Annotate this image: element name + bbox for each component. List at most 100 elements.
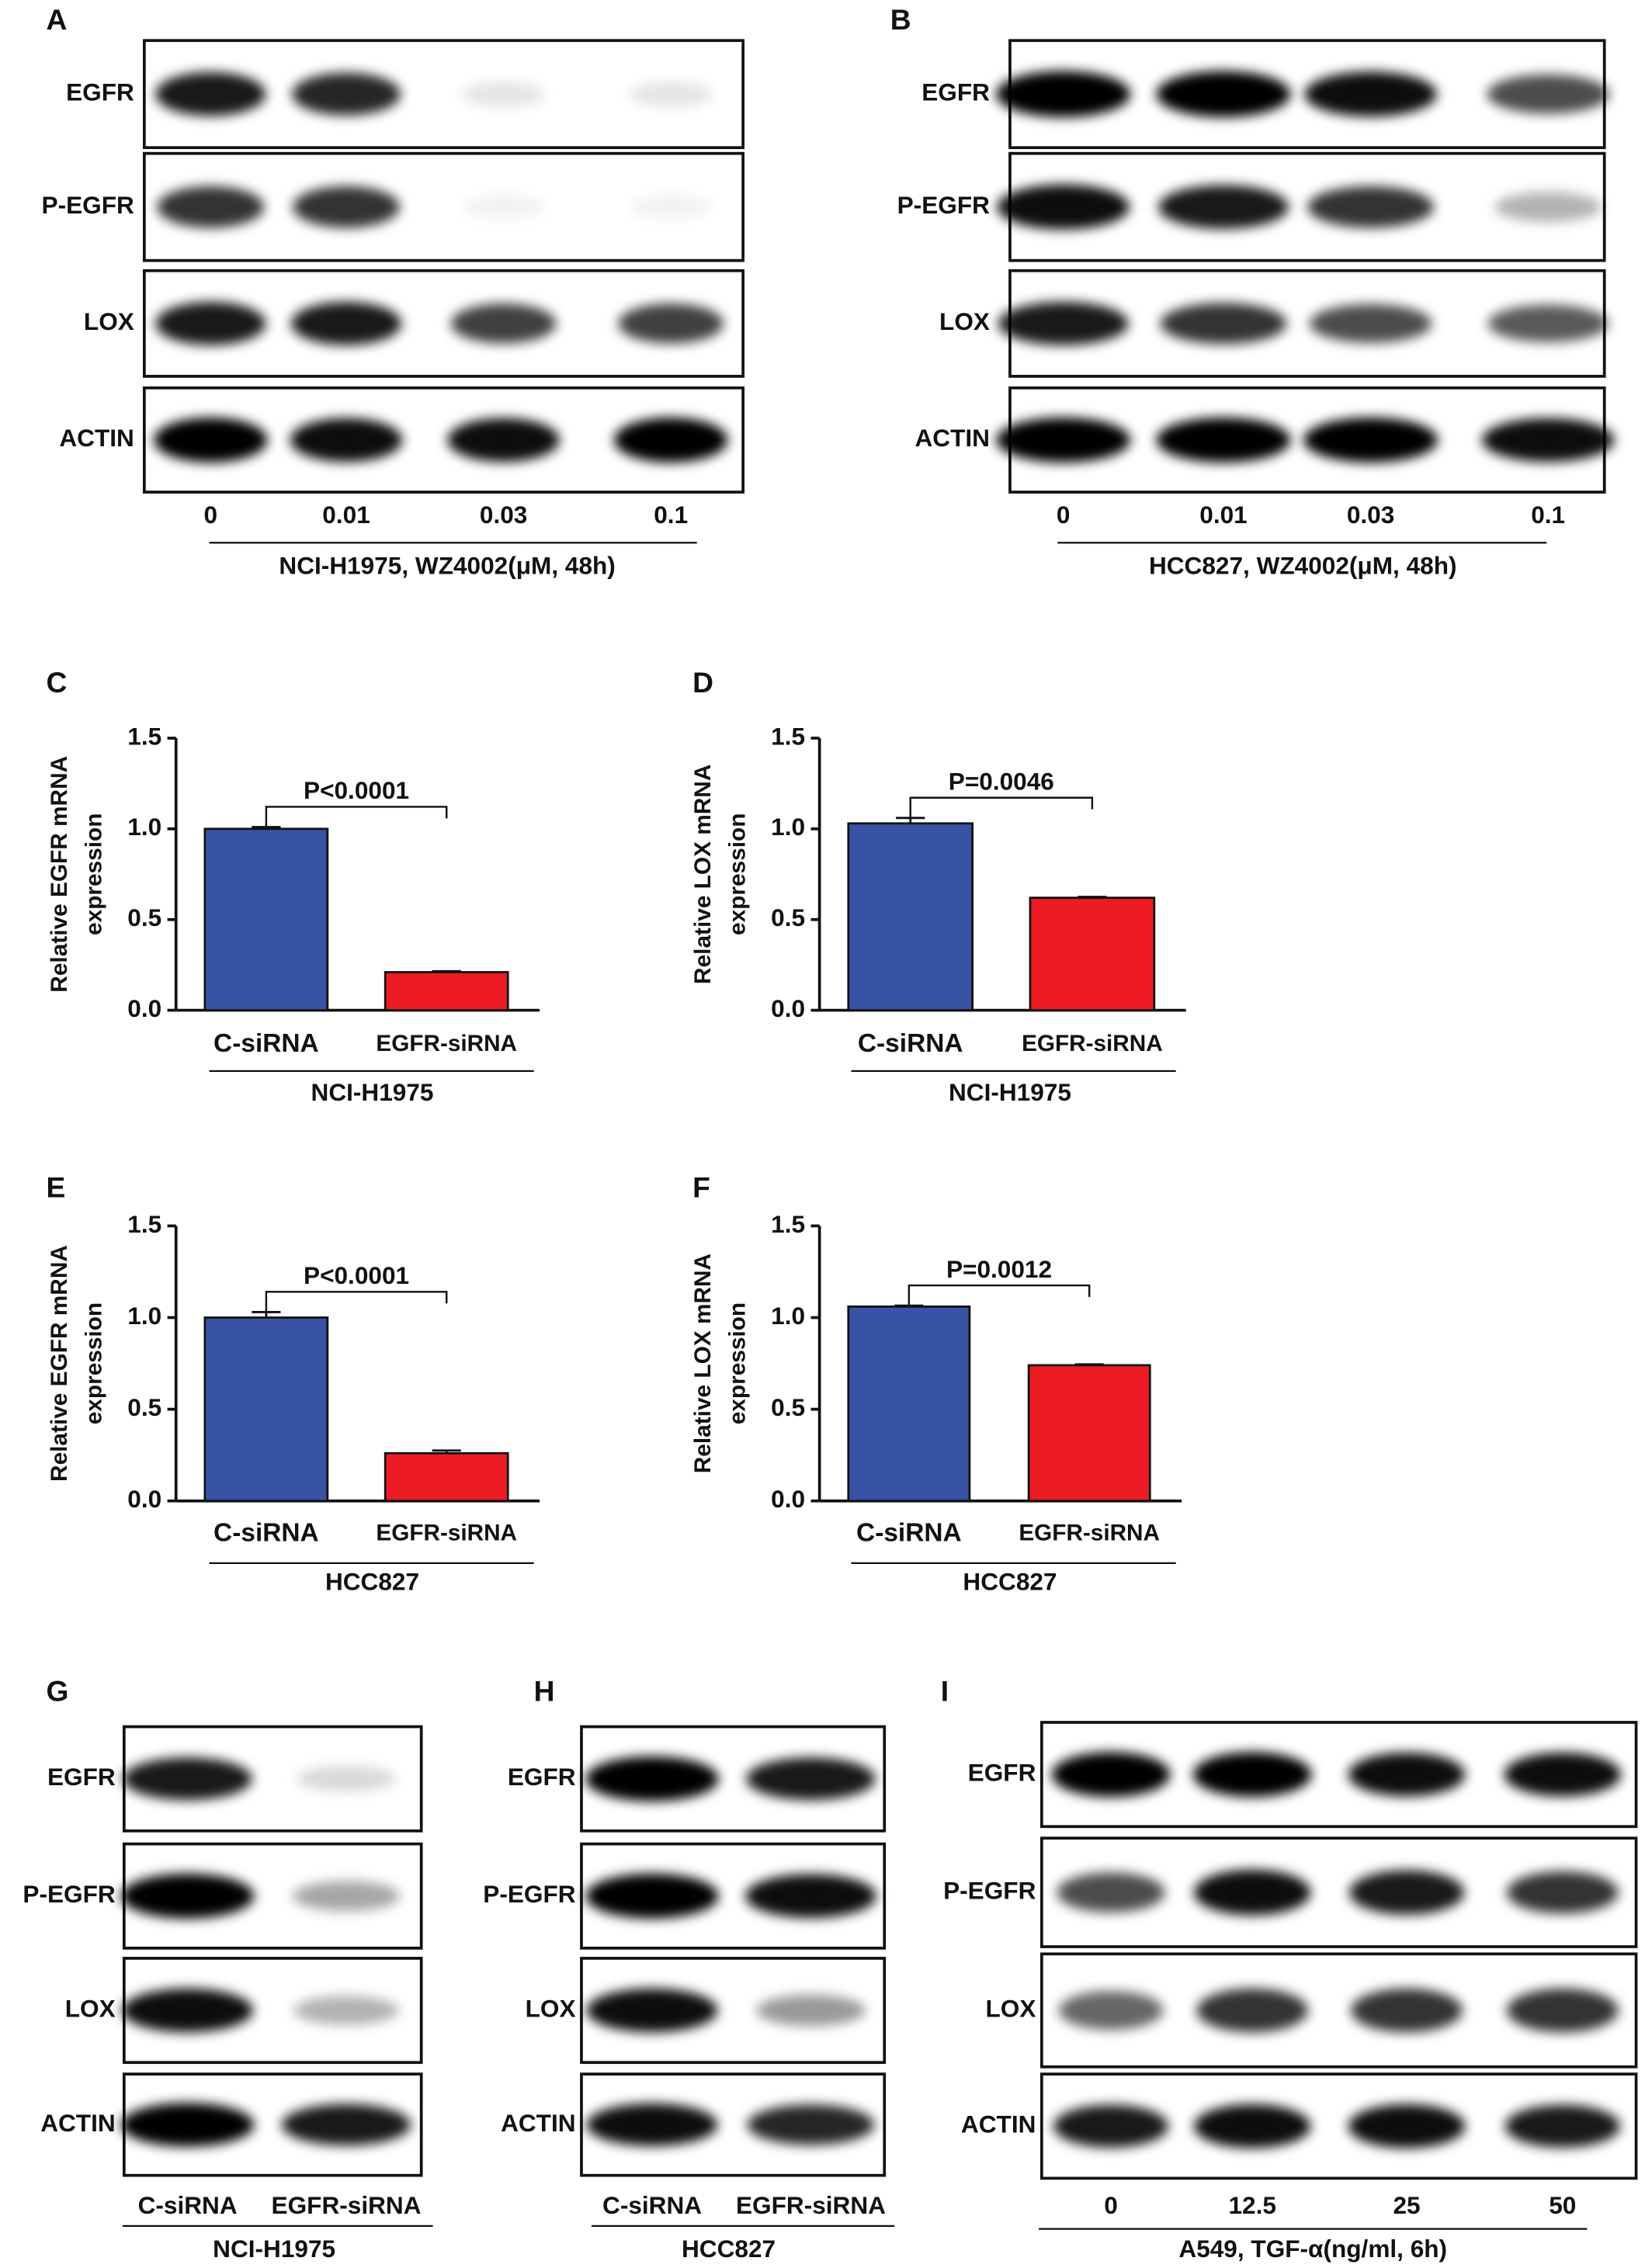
row-label: LOX bbox=[526, 1994, 576, 2022]
y-tick-label: 1.0 bbox=[127, 813, 161, 841]
x-axis-label: NCI-H1975 bbox=[949, 1078, 1071, 1106]
lane-label: C-siRNA bbox=[138, 2191, 238, 2219]
y-axis-label: Relative EGFR mRNA bbox=[47, 756, 72, 993]
band bbox=[1481, 418, 1615, 463]
panel-label: H bbox=[534, 1674, 555, 1707]
band bbox=[744, 1874, 877, 1919]
band bbox=[155, 301, 266, 345]
error-bar bbox=[896, 817, 925, 824]
band bbox=[996, 71, 1131, 118]
x-tick-label: C-siRNA bbox=[213, 1518, 319, 1547]
bar bbox=[384, 971, 509, 1011]
row-label: LOX bbox=[65, 1994, 116, 2022]
panel-label: B bbox=[890, 3, 911, 36]
caption: HCC827 bbox=[682, 2235, 776, 2263]
y-axis-label: Relative EGFR mRNA bbox=[47, 1245, 72, 1482]
row-label: ACTIN bbox=[961, 2110, 1036, 2138]
band bbox=[462, 81, 546, 107]
row-label: EGFR bbox=[508, 1763, 576, 1791]
band bbox=[450, 303, 557, 344]
band bbox=[1304, 71, 1437, 117]
y-tick-label: 1.5 bbox=[127, 1210, 161, 1238]
band bbox=[1348, 1870, 1465, 1915]
band bbox=[1494, 192, 1602, 223]
x-axis-label: HCC827 bbox=[325, 1567, 419, 1595]
y-axis-label: Relative LOX mRNA bbox=[690, 1254, 716, 1473]
lane-label: 0.1 bbox=[654, 501, 688, 529]
panel-label: F bbox=[692, 1171, 710, 1204]
bar bbox=[847, 1305, 971, 1503]
panel-label: A bbox=[46, 3, 67, 36]
band bbox=[1504, 1752, 1622, 1797]
lane-label: 12.5 bbox=[1228, 2191, 1275, 2219]
x-axis-label: HCC827 bbox=[963, 1567, 1057, 1595]
panel-label: E bbox=[46, 1171, 65, 1204]
y-tick-label: 0.0 bbox=[771, 1485, 805, 1513]
band bbox=[155, 71, 266, 116]
y-axis-label: expression bbox=[724, 813, 750, 935]
y-tick-label: 0.0 bbox=[127, 994, 161, 1022]
row-label: ACTIN bbox=[914, 424, 989, 452]
bar bbox=[1027, 1364, 1151, 1503]
p-value: P=0.0012 bbox=[946, 1255, 1052, 1283]
x-tick-label: C-siRNA bbox=[213, 1029, 319, 1058]
band bbox=[1487, 74, 1610, 114]
caption: HCC827, WZ4002(μM, 48h) bbox=[1149, 551, 1457, 579]
caption: A549, TGF-α(ng/ml, 6h) bbox=[1178, 2235, 1447, 2263]
band bbox=[586, 1988, 718, 2033]
band bbox=[997, 184, 1130, 230]
band bbox=[586, 2103, 718, 2146]
band bbox=[1351, 1988, 1463, 2033]
lane-label: 0.01 bbox=[1199, 501, 1247, 529]
band bbox=[153, 417, 268, 463]
band bbox=[1348, 1752, 1466, 1797]
band bbox=[585, 1873, 719, 1919]
x-tick-label: C-siRNA bbox=[856, 1518, 962, 1547]
band bbox=[292, 1881, 401, 1912]
band bbox=[1160, 303, 1287, 345]
panel-label: C bbox=[46, 666, 67, 699]
band bbox=[613, 417, 728, 463]
row-label: ACTIN bbox=[40, 2109, 115, 2137]
band bbox=[1193, 1869, 1311, 1916]
p-value: P=0.0046 bbox=[949, 767, 1054, 795]
band bbox=[1058, 1990, 1164, 2030]
row-label: P-EGFR bbox=[943, 1876, 1036, 1904]
y-tick-label: 1.5 bbox=[771, 722, 805, 750]
caption: NCI-H1975 bbox=[213, 2235, 335, 2263]
lane-label: EGFR-siRNA bbox=[736, 2191, 886, 2219]
lane-label: EGFR-siRNA bbox=[272, 2191, 422, 2219]
lane-label: 0.1 bbox=[1531, 501, 1565, 529]
x-tick-label: EGFR-siRNA bbox=[1019, 1520, 1160, 1545]
band bbox=[1157, 185, 1289, 229]
bar bbox=[1029, 896, 1156, 1011]
panel-label: I bbox=[941, 1674, 949, 1707]
y-axis-label: expression bbox=[724, 1302, 750, 1424]
x-tick-label: EGFR-siRNA bbox=[1022, 1031, 1163, 1056]
x-tick-label: EGFR-siRNA bbox=[376, 1031, 517, 1056]
lane-label: 0.03 bbox=[1347, 501, 1394, 529]
p-value: P<0.0001 bbox=[304, 1261, 409, 1289]
band bbox=[1156, 71, 1291, 118]
error-bar bbox=[432, 1449, 461, 1454]
band bbox=[756, 1994, 866, 2027]
y-tick-label: 1.0 bbox=[771, 813, 805, 841]
band bbox=[1196, 1988, 1309, 2033]
bar bbox=[847, 822, 974, 1011]
row-label: LOX bbox=[986, 1994, 1036, 2022]
band bbox=[1504, 2104, 1620, 2148]
error-bar bbox=[1078, 896, 1107, 898]
error-bar bbox=[432, 969, 461, 973]
row-label: LOX bbox=[939, 307, 990, 335]
band bbox=[998, 301, 1129, 345]
panel-label: D bbox=[692, 666, 713, 699]
band bbox=[1506, 1871, 1619, 1914]
lane-label: 0 bbox=[1104, 2191, 1118, 2219]
significance-bracket bbox=[909, 796, 1094, 818]
row-label: EGFR bbox=[921, 78, 990, 106]
significance-bracket bbox=[265, 1291, 448, 1313]
band bbox=[585, 1756, 719, 1802]
band bbox=[996, 417, 1131, 463]
band bbox=[463, 195, 545, 220]
lane-label: 0 bbox=[204, 501, 218, 529]
